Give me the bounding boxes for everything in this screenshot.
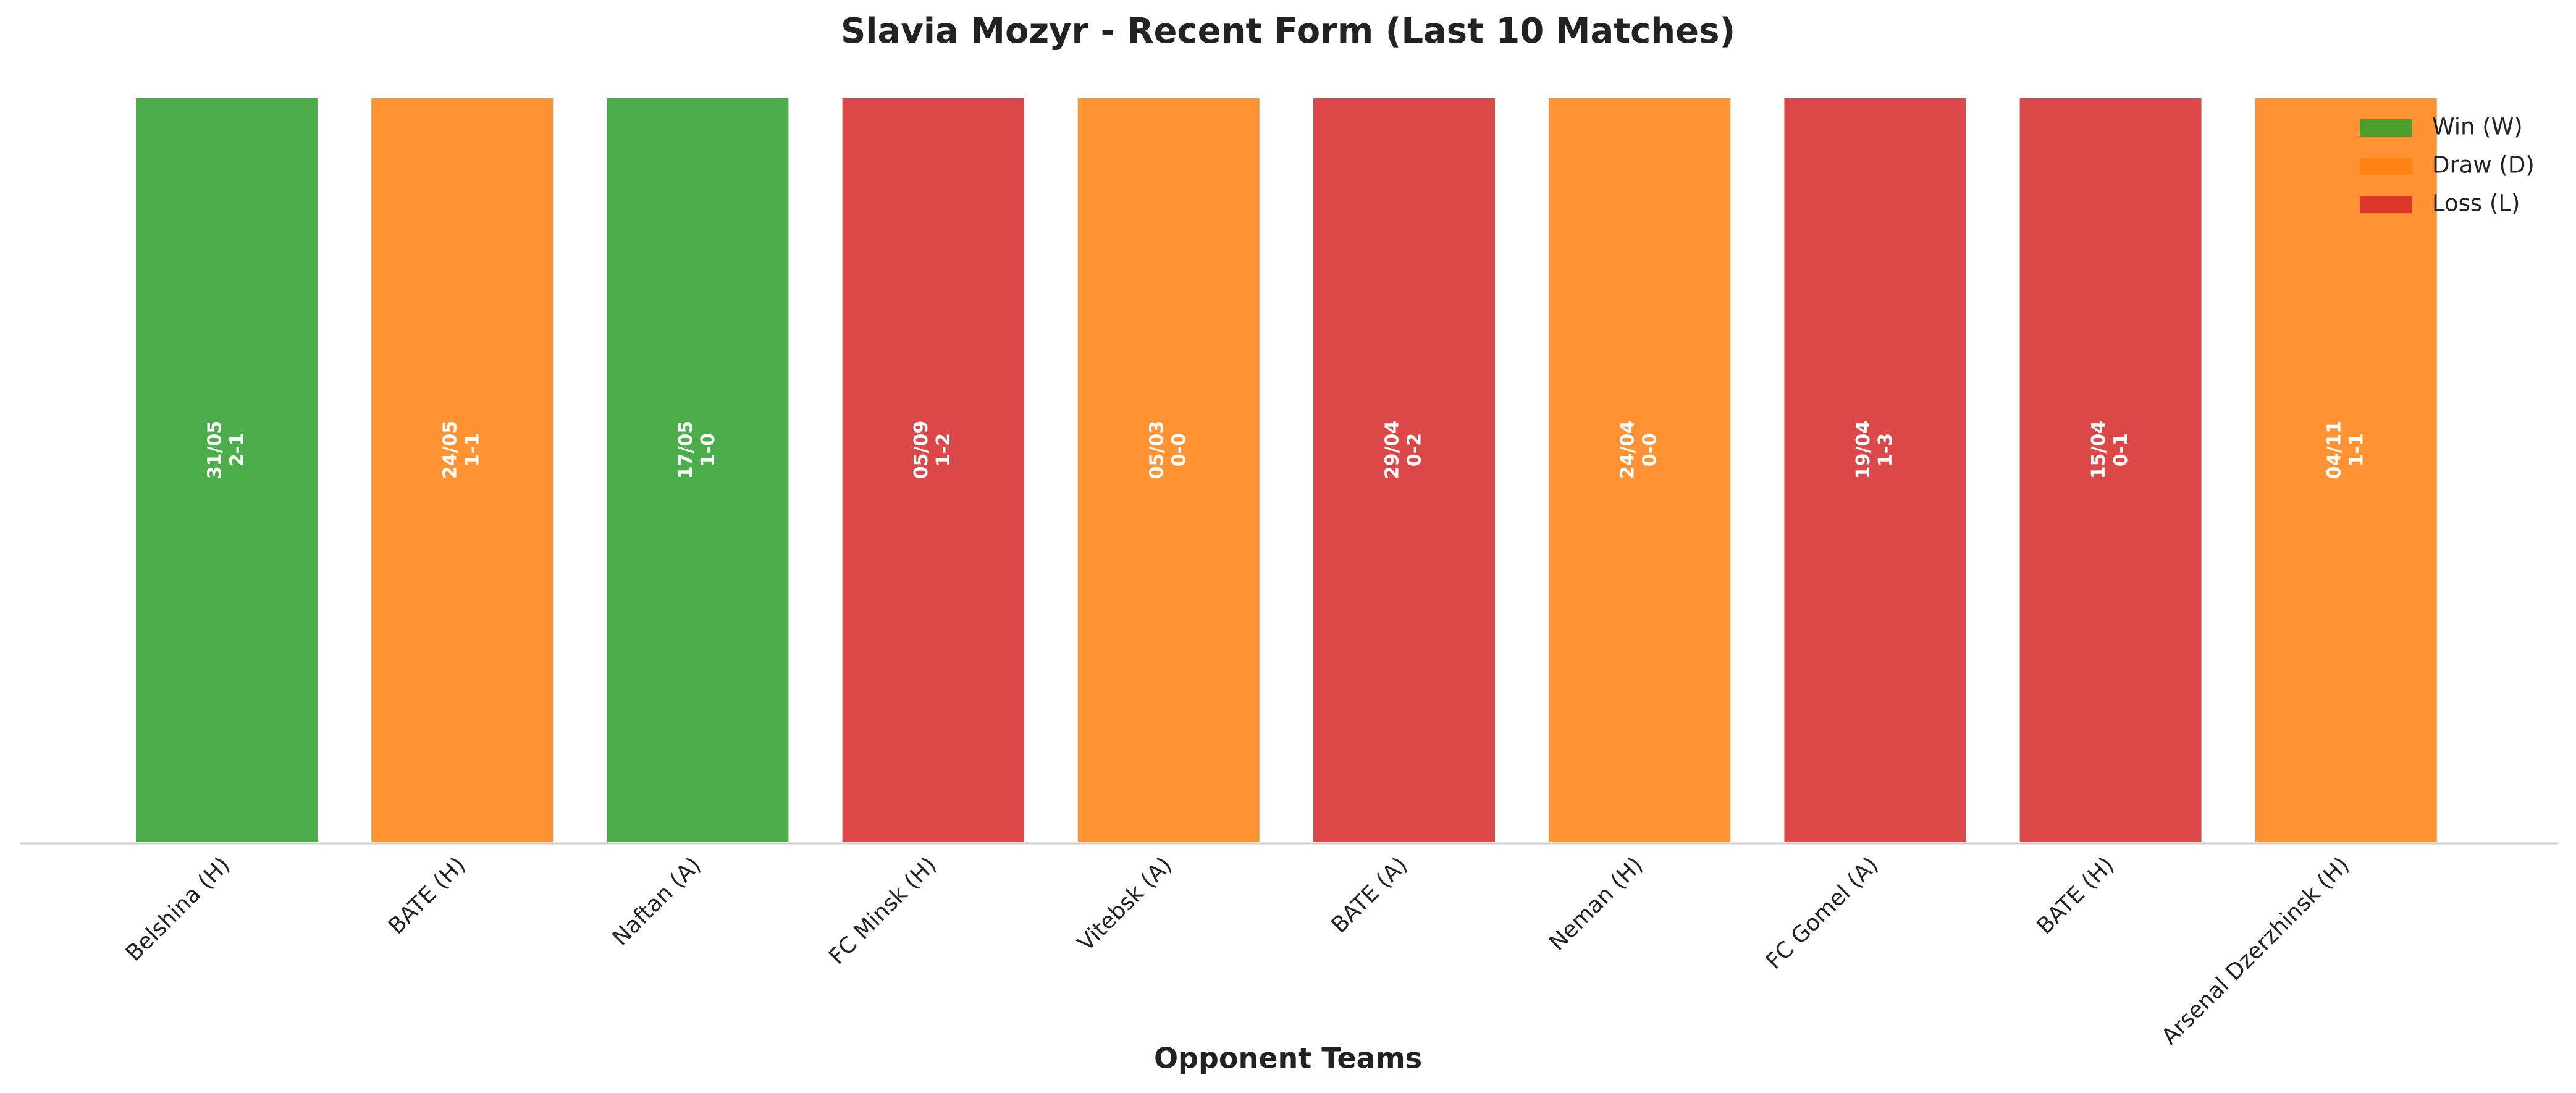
legend-label: Draw (D)	[2432, 152, 2535, 179]
bar-date-label: 29/04	[1382, 421, 1404, 479]
bar	[133, 96, 320, 845]
bar-date-label: 15/04	[2088, 421, 2110, 479]
bar	[1782, 96, 1969, 845]
bar-date-label: 17/05	[675, 421, 697, 479]
chart-title: Slavia Mozyr - Recent Form (Last 10 Matc…	[841, 11, 1735, 51]
bar-score-label: 1-1	[2346, 433, 2367, 466]
legend-label: Win (W)	[2432, 114, 2523, 140]
bar-date-label: 31/05	[204, 421, 226, 479]
bar	[604, 96, 791, 845]
bar-score-label: 0-2	[1404, 433, 1426, 466]
bar-score-label: 1-3	[1875, 433, 1896, 466]
bar-date-label: 24/05	[440, 421, 461, 479]
bar-score-label: 1-2	[933, 433, 954, 466]
bar-score-label: 2-1	[227, 433, 248, 466]
bar-score-label: 0-0	[1168, 433, 1190, 466]
bar	[2252, 96, 2439, 845]
legend-swatch	[2360, 196, 2412, 213]
bar-date-label: 05/03	[1146, 421, 1168, 479]
x-axis-label: Opponent Teams	[1154, 1042, 1422, 1075]
bar	[2017, 96, 2204, 845]
bar-date-label: 04/11	[2323, 421, 2345, 479]
bar-score-label: 0-0	[1639, 433, 1661, 466]
legend-label: Loss (L)	[2432, 190, 2520, 217]
bar-score-label: 1-1	[462, 433, 484, 466]
bar-score-label: 1-0	[697, 433, 719, 466]
bar	[1311, 96, 1497, 845]
bar-date-label: 24/04	[1617, 421, 1639, 479]
bar	[1075, 96, 1262, 845]
bar-score-label: 0-1	[2110, 433, 2132, 466]
legend-swatch	[2360, 119, 2412, 137]
legend-swatch	[2360, 158, 2412, 175]
bar	[840, 96, 1027, 845]
bar	[369, 96, 556, 845]
bar-date-label: 05/09	[911, 421, 932, 479]
bar	[1546, 96, 1733, 845]
bar-date-label: 19/04	[1853, 421, 1874, 479]
